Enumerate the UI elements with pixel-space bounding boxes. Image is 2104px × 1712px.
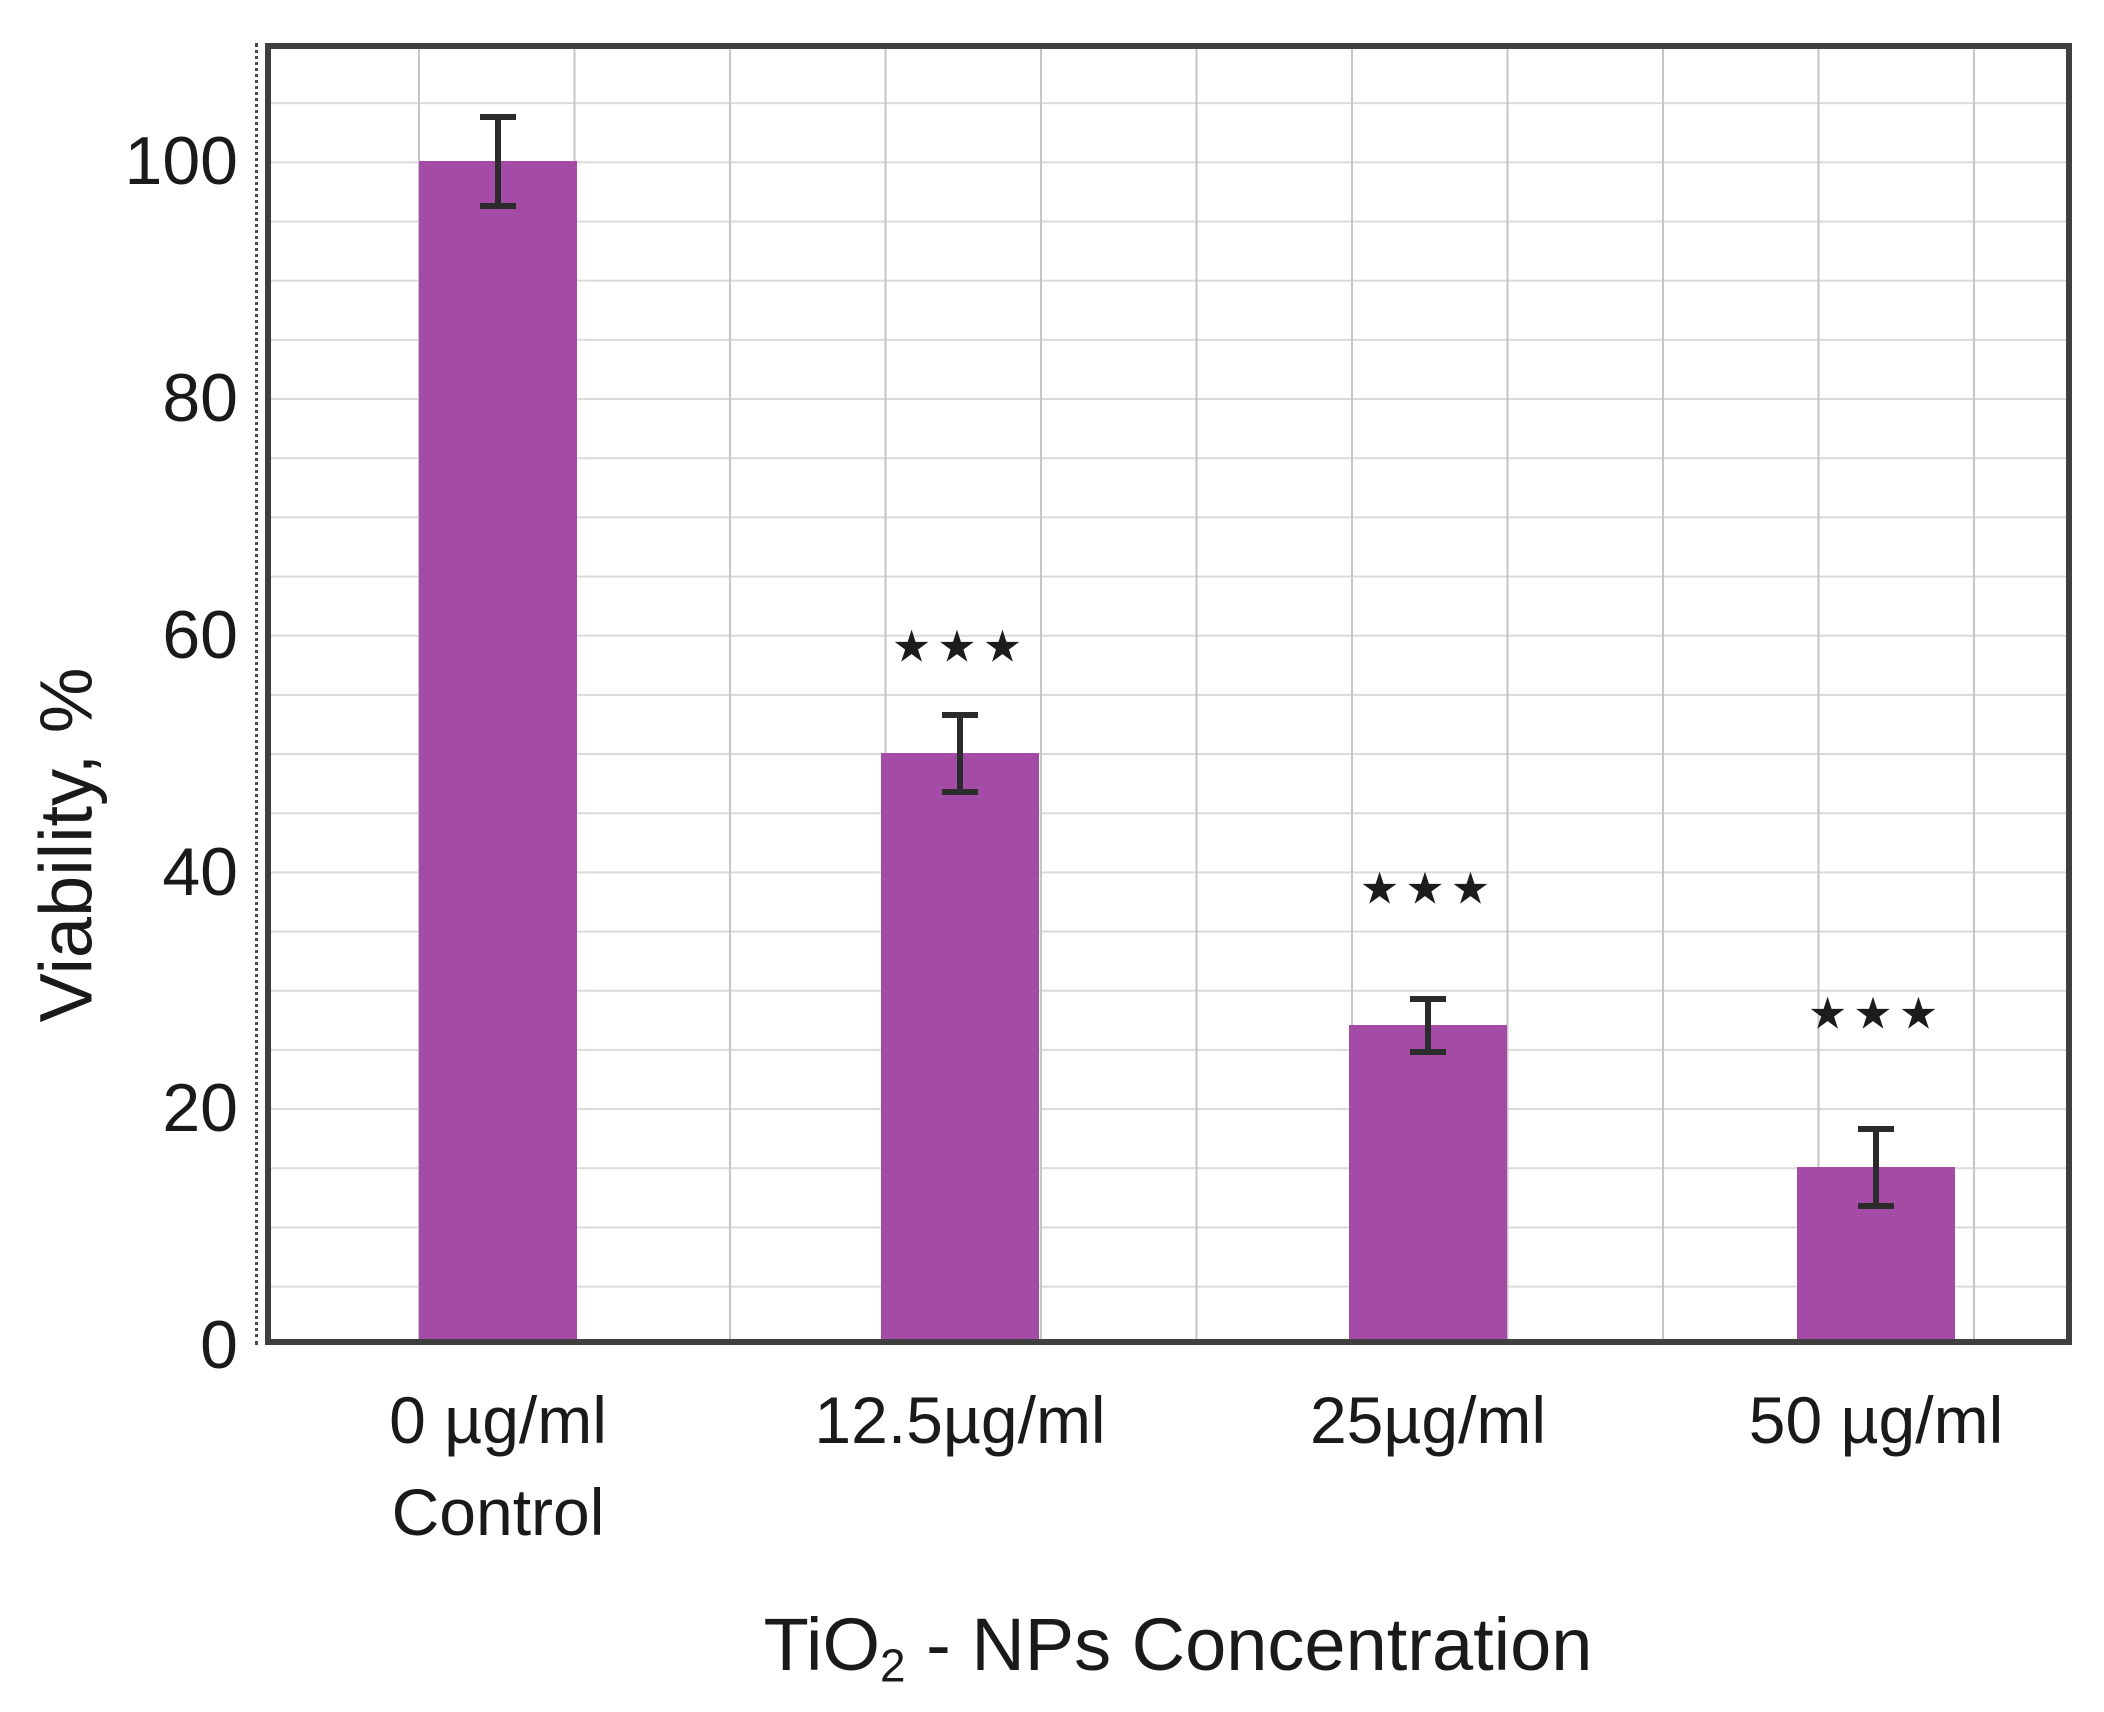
error-bar-stem [1425,995,1431,1055]
error-bar-cap-bottom [1410,1048,1446,1055]
significance-stars-2: ★★★ [1359,863,1497,915]
error-bar-cap-top [1410,995,1446,1002]
error-bar-0 [480,114,516,209]
x-tick-label-line: 12.5µg/ml [814,1383,1106,1457]
significance-stars-3: ★★★ [1807,988,1945,1040]
error-bar-3 [1858,1126,1894,1209]
error-bar-cap-top [942,711,978,718]
error-bar-cap-top [480,114,516,121]
error-bar-stem [495,114,501,209]
error-bar-cap-top [1858,1126,1894,1133]
bars-layer: ★★★ ★★★ ★★★ [265,43,2072,1345]
error-bar-stem [957,711,963,795]
error-bar-1 [942,711,978,795]
y-tick-label-0: 0 [200,1307,238,1383]
x-tick-label-1: 12.5µg/ml [814,1374,1105,1466]
significance-stars-1: ★★★ [891,621,1029,673]
y-tick-label-60: 60 [162,596,238,673]
x-tick-label-0: 0 µg/ml Control [389,1374,607,1558]
error-bar-cap-bottom [480,202,516,209]
y-tick-label-100: 100 [124,123,238,200]
error-bar-cap-bottom [942,788,978,795]
x-axis-title: TiO2 - NPs Concentration [764,1602,1593,1692]
y-tick-label-20: 20 [162,1070,238,1147]
bar-0 [419,161,577,1345]
x-tick-label-line: 0 µg/ml [389,1383,607,1457]
x-tick-label-3: 50 µg/ml [1749,1374,2003,1466]
bar-1 [881,753,1039,1345]
x-tick-label-2: 25µg/ml [1310,1374,1546,1466]
y-tick-label-80: 80 [162,360,238,437]
x-tick-label-line: Control [391,1475,605,1549]
error-bar-2 [1410,995,1446,1055]
y-axis-title: Viability, % [24,667,108,1023]
x-tick-label-line: 25µg/ml [1309,1383,1547,1457]
y-axis-minor-ticks [255,43,258,1345]
bar-2 [1349,1025,1507,1345]
x-title-main: TiO [763,1603,881,1686]
error-bar-cap-bottom [1858,1202,1894,1209]
x-title-subscript: 2 [880,1639,906,1692]
x-tick-label-line: 50 µg/ml [1748,1383,2004,1457]
x-title-rest: - NPs Concentration [905,1603,1593,1686]
y-tick-label-40: 40 [162,833,238,910]
error-bar-stem [1873,1126,1879,1209]
